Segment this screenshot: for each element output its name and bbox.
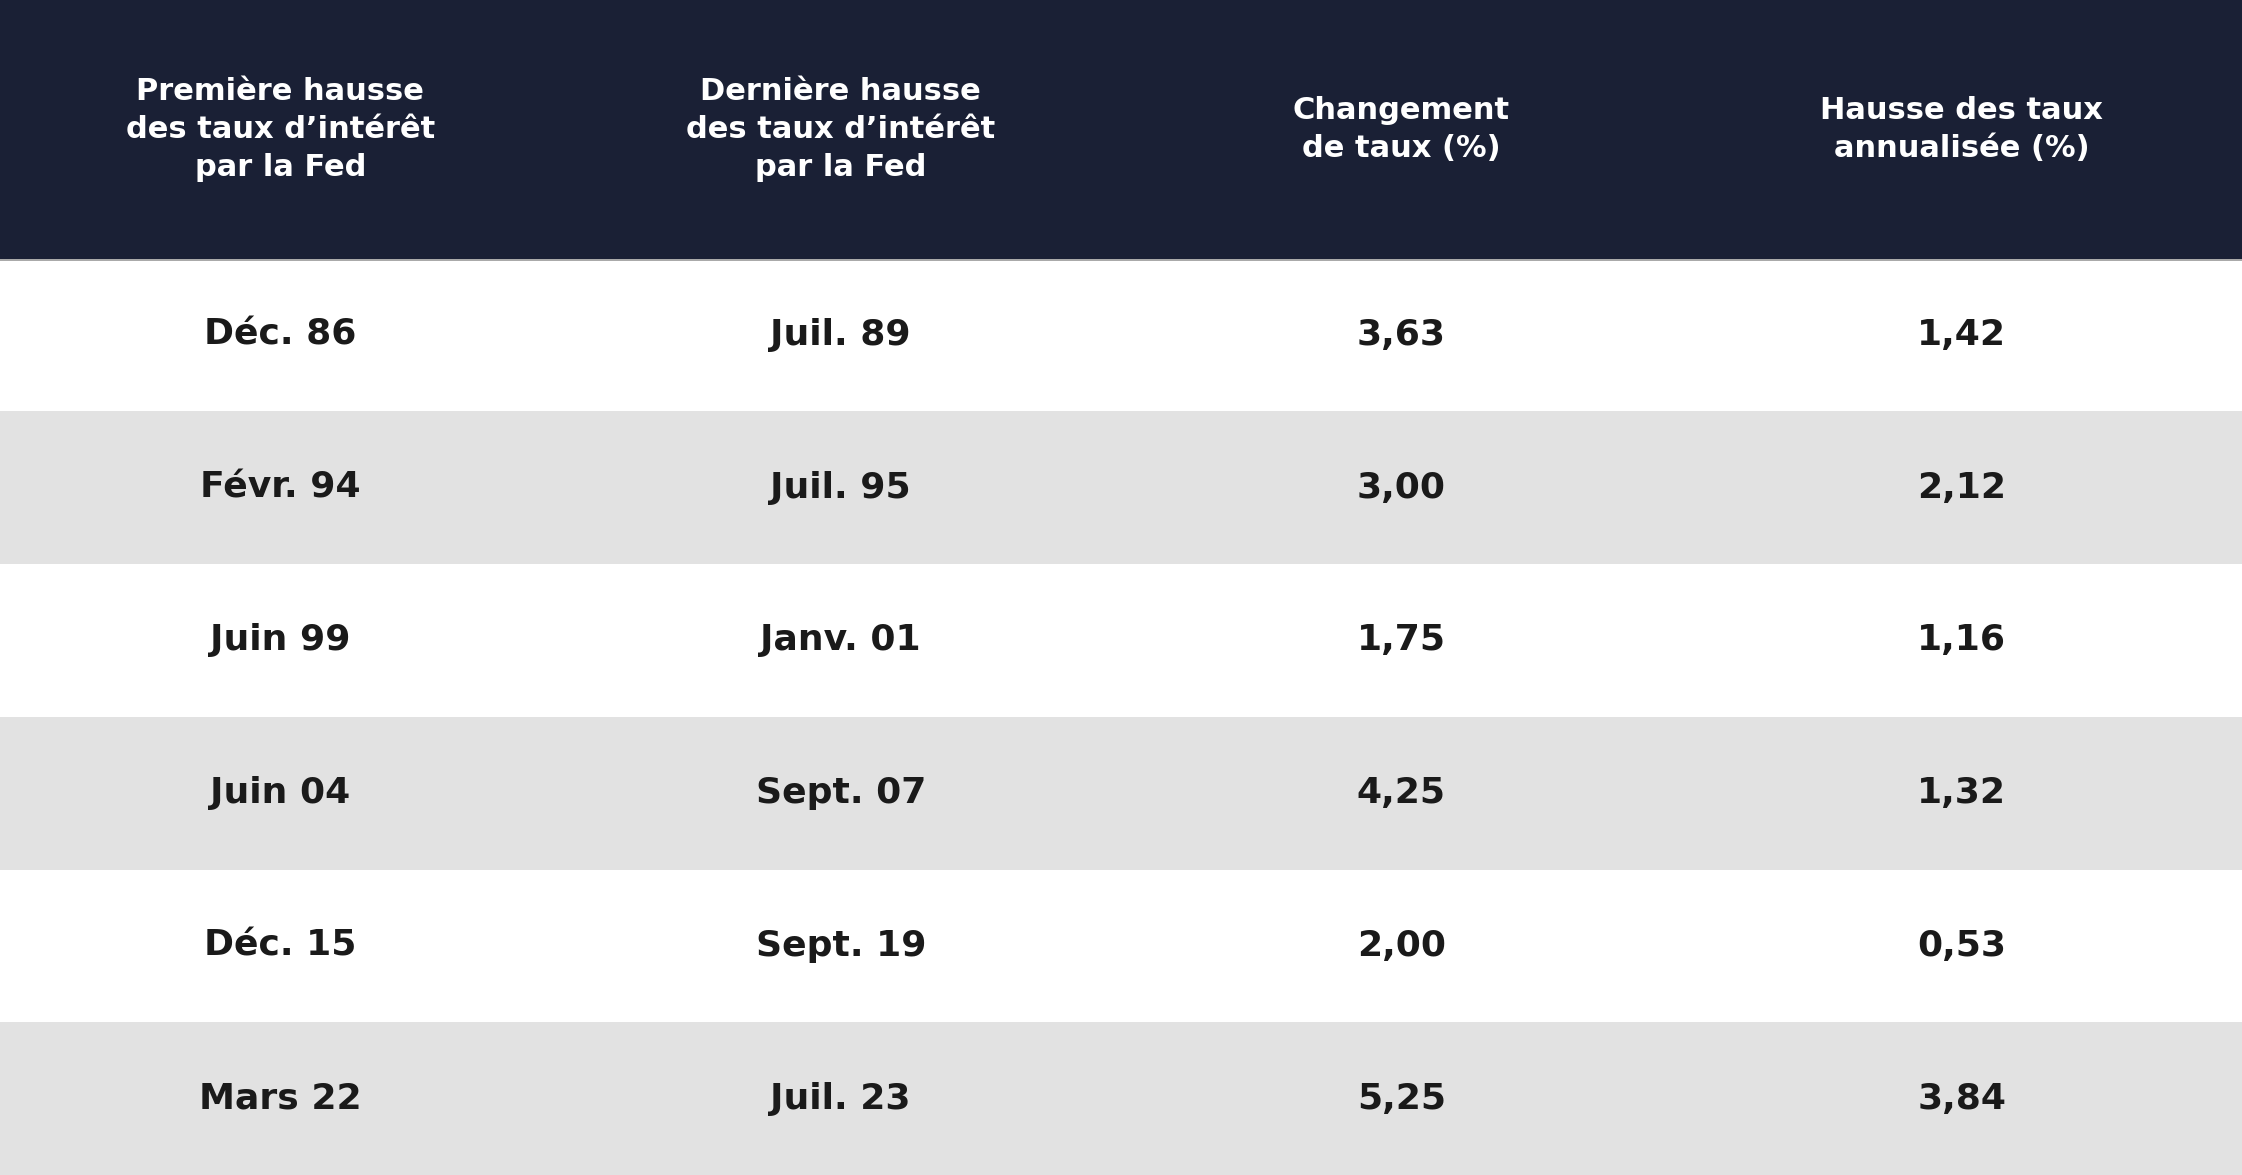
Text: Sept. 07: Sept. 07 [756,777,926,810]
Text: 2,12: 2,12 [1917,471,2007,504]
Bar [0,717,2242,870]
Text: Dernière hausse
des taux d’intérêt
par la Fed: Dernière hausse des taux d’intérêt par l… [686,76,995,182]
Text: Mars 22: Mars 22 [200,1082,361,1115]
Text: 0,53: 0,53 [1917,929,2007,962]
Text: Sept. 19: Sept. 19 [756,929,926,962]
Text: Janv. 01: Janv. 01 [760,624,921,657]
Bar [0,1022,2242,1175]
Bar [0,0,2242,258]
Text: Juin 99: Juin 99 [211,624,350,657]
Text: Juil. 23: Juil. 23 [771,1082,910,1115]
Bar [0,870,2242,1022]
Text: Première hausse
des taux d’intérêt
par la Fed: Première hausse des taux d’intérêt par l… [126,76,435,182]
Text: Juil. 89: Juil. 89 [771,318,910,351]
Text: 1,16: 1,16 [1917,624,2007,657]
Bar [0,258,2242,411]
Text: Déc. 86: Déc. 86 [204,318,356,351]
Bar [0,564,2242,717]
Text: Juil. 95: Juil. 95 [771,471,910,504]
Bar [0,258,2242,261]
Text: 1,32: 1,32 [1917,777,2007,810]
Text: 3,00: 3,00 [1356,471,1446,504]
Text: Changement
de taux (%): Changement de taux (%) [1294,95,1509,163]
Text: 4,25: 4,25 [1356,777,1446,810]
Text: Hausse des taux
annualisée (%): Hausse des taux annualisée (%) [1821,95,2103,163]
Text: Juin 04: Juin 04 [211,777,350,810]
Text: 1,75: 1,75 [1356,624,1446,657]
Text: Déc. 15: Déc. 15 [204,929,356,962]
Text: 3,63: 3,63 [1356,318,1446,351]
Text: 2,00: 2,00 [1356,929,1446,962]
Text: 1,42: 1,42 [1917,318,2007,351]
Text: 3,84: 3,84 [1917,1082,2007,1115]
Text: 5,25: 5,25 [1356,1082,1446,1115]
Bar [0,411,2242,564]
Text: Févr. 94: Févr. 94 [200,471,361,504]
